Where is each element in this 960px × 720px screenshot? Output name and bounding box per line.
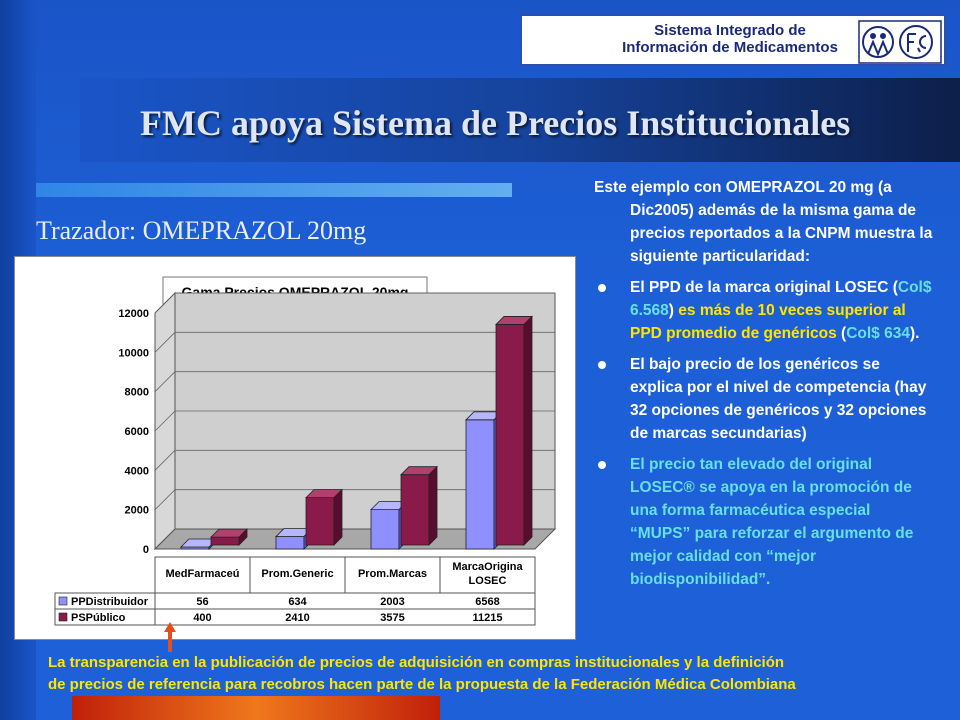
price-bar-chart: Gama Precios OMEPRAZOL 20mg0200040006000… <box>54 276 557 626</box>
bar-ppdistribuidor <box>370 509 400 550</box>
federation-emblem-icon <box>858 20 942 64</box>
y-tick-label: 6000 <box>125 426 149 438</box>
bullet-2-text: El bajo precio de los genéricos se expli… <box>630 356 927 442</box>
bullet-1-part-5: ( <box>836 325 847 342</box>
bar-pspublico <box>400 474 430 546</box>
bullet-mups-promotion: El precio tan elevado del original LOSEC… <box>594 453 934 591</box>
legend-swatch <box>58 596 68 606</box>
y-tick-label: 2000 <box>125 505 149 517</box>
table-value: 2410 <box>285 612 309 624</box>
chart-panel: Gama Precios OMEPRAZOL 20mg 0 2000 4000 6000… <box>14 256 576 640</box>
footer-statement: La transparencia en la publicación de pr… <box>48 652 948 696</box>
table-value: 11215 <box>473 612 503 624</box>
up-arrow-icon <box>164 622 176 652</box>
title-band <box>80 78 960 162</box>
bar-side <box>333 488 343 546</box>
footer-line-2: de precios de referencia para recobros h… <box>48 676 796 693</box>
table-value: 6568 <box>475 596 499 608</box>
divider-bar <box>36 183 512 197</box>
category-label: Prom.Marcas <box>358 568 427 580</box>
table-value: 2003 <box>380 596 404 608</box>
subtitle: Trazador: OMEPRAZOL 20mg <box>36 216 367 245</box>
category-label: LOSEC <box>469 575 507 587</box>
bottom-accent-bar <box>72 696 440 720</box>
legend-series-name: PSPúblico <box>71 612 126 624</box>
bar-ppdistribuidor <box>275 536 305 550</box>
gridline <box>154 371 555 392</box>
bullet-dot-icon <box>598 461 606 469</box>
footer-line-1: La transparencia en la publicación de pr… <box>48 654 785 671</box>
sistema-logo-banner: Sistema Integrado de Información de Medi… <box>520 14 946 66</box>
bullet-1-part-7: ). <box>909 325 920 342</box>
bullet-1-part-3: ) <box>668 302 679 319</box>
y-tick-label: 12000 <box>118 308 149 320</box>
table-value: 400 <box>193 612 211 624</box>
category-label: MarcaOrigina <box>452 561 523 573</box>
gridline <box>154 331 555 353</box>
category-label: Prom.Generic <box>261 568 333 580</box>
bar-side <box>523 315 533 546</box>
gridline <box>154 292 555 314</box>
bar-pspublico <box>305 497 335 546</box>
explanation-text: Este ejemplo con OMEPRAZOL 20 mg (a Dic2… <box>594 176 934 591</box>
chart-floor <box>153 528 557 550</box>
bar-side <box>238 528 248 546</box>
table-value: 56 <box>196 596 208 608</box>
gridline <box>154 449 555 471</box>
bullet-3-text: El precio tan elevado del original LOSEC… <box>630 456 914 588</box>
y-tick-label: 4000 <box>125 465 149 477</box>
bullet-dot-icon <box>598 361 606 369</box>
intro-paragraph: Este ejemplo con OMEPRAZOL 20 mg (a Dic2… <box>594 179 933 265</box>
table-value: 3575 <box>380 612 404 624</box>
legend-swatch <box>58 612 68 622</box>
y-tick-label: 10000 <box>118 347 149 359</box>
bullet-competition: El bajo precio de los genéricos se expli… <box>594 353 934 445</box>
bar-side <box>428 465 438 546</box>
category-label: MedFarmaceú <box>166 568 240 580</box>
bullet-1-part-1: El PPD de la marca original LOSEC ( <box>630 279 898 296</box>
bullet-1-highlight: es más de 10 veces superior al PPD prome… <box>630 302 906 342</box>
bar-ppdistribuidor <box>465 419 495 550</box>
bullet-losec-ppd: El PPD de la marca original LOSEC (Col$ … <box>594 276 934 345</box>
table-row <box>54 608 536 626</box>
bullet-dot-icon <box>598 284 606 292</box>
legend-series-name: PPDistribuidor <box>71 596 149 608</box>
logo-line-2: Información de Medicamentos <box>622 39 838 56</box>
bar-pspublico <box>210 536 240 546</box>
bullet-1-price-generic: Col$ 634 <box>846 325 910 342</box>
slide-title: FMC apoya Sistema de Precios Institucion… <box>140 103 851 143</box>
gridline <box>154 410 555 432</box>
table-value: 634 <box>288 596 307 608</box>
y-tick-label: 0 <box>143 544 149 556</box>
logo-text: Sistema Integrado de Información de Medi… <box>610 22 850 56</box>
bar-pspublico <box>495 324 525 546</box>
logo-line-1: Sistema Integrado de <box>654 22 806 39</box>
y-tick-label: 8000 <box>125 387 149 399</box>
bullet-1-price-original: Col$ 6.568 <box>630 279 932 319</box>
